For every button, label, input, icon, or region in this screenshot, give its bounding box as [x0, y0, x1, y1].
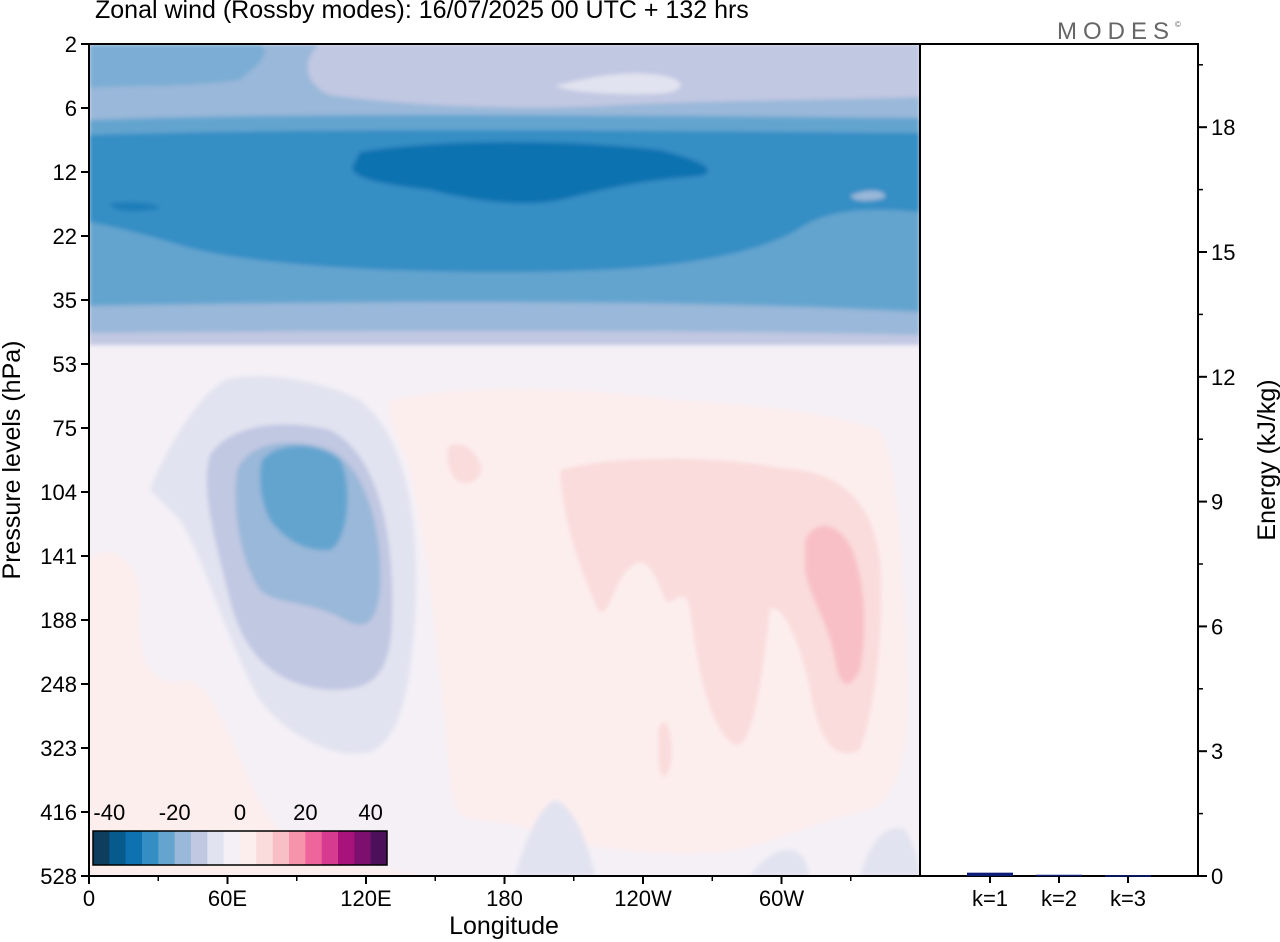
y-tick-label: 104	[40, 480, 77, 505]
y-tick-label: 528	[40, 864, 77, 889]
colorbar-ticks: -40 -20 0 20 40	[93, 800, 382, 825]
energy-axis-title: Energy (kJ/kg)	[1253, 379, 1280, 540]
energy-cat-label: k=3	[1110, 886, 1146, 911]
y-tick-label: 323	[40, 736, 77, 761]
energy-axis: 0 3 6 9 12 15 18	[1198, 64, 1235, 889]
y-tick-label: 22	[53, 224, 77, 249]
y-tick-label: 75	[53, 416, 77, 441]
x-tick-label: 120E	[340, 886, 391, 911]
colorbar-swatch	[191, 831, 208, 865]
jet-patch-left	[110, 202, 160, 212]
band-0e72b0	[352, 141, 708, 204]
energy-cat-label: k=1	[972, 886, 1008, 911]
energy-bar	[1036, 874, 1082, 877]
neg-patch-3	[860, 828, 920, 876]
neg-cell-core	[260, 445, 348, 551]
energy-tick-label: 3	[1211, 739, 1223, 764]
colorbar-swatch	[207, 831, 224, 865]
jet-patch-right	[850, 190, 886, 201]
colorbar-swatch	[272, 831, 290, 865]
y-tick-label: 35	[53, 288, 77, 313]
pos-core	[805, 525, 865, 684]
x-tick-label: 60E	[208, 886, 247, 911]
y-tick-label: 188	[40, 608, 77, 633]
colorbar-tick-label: 20	[293, 800, 317, 825]
energy-frame	[919, 43, 1199, 877]
energy-bar	[1105, 875, 1151, 877]
y-tick-label: 416	[40, 800, 77, 825]
colorbar-swatch	[338, 831, 355, 865]
energy-bar	[967, 872, 1013, 876]
band-64a4cf	[89, 44, 265, 88]
colorbar-swatch	[125, 831, 143, 865]
modes-logo: MODES©	[1057, 18, 1181, 45]
x-tick-label: 0	[83, 886, 95, 911]
neg-patch-1	[515, 800, 595, 876]
colorbar-swatch	[142, 831, 159, 865]
colorbar-swatch	[240, 831, 257, 865]
energy-categories: k=1 k=2 k=3	[972, 876, 1146, 911]
top-light-cloud	[555, 73, 681, 95]
energy-tick-label: 6	[1211, 614, 1223, 639]
colorbar-swatch	[223, 831, 241, 865]
y-tick-label: 6	[65, 96, 77, 121]
colorbar-swatch	[174, 831, 192, 865]
x-tick-label: 60W	[759, 886, 804, 911]
colorbar-swatch	[93, 831, 110, 865]
energy-tick-label: 15	[1211, 240, 1235, 265]
colorbar-tick-label: 40	[358, 800, 382, 825]
colorbar-swatch	[158, 831, 175, 865]
longitude-axis: 0 60E 120E 180 120W 60W	[83, 876, 852, 911]
colorbar-swatch	[289, 831, 306, 865]
y-tick-label: 248	[40, 672, 77, 697]
colorbar-tick-label: -40	[93, 800, 125, 825]
energy-tick-label: 9	[1211, 490, 1223, 515]
wind-heatmap	[89, 44, 920, 876]
colorbar-swatch	[321, 831, 339, 865]
y-tick-label: 2	[65, 32, 77, 57]
energy-tick-label: 12	[1211, 365, 1235, 390]
pos-region-left	[89, 552, 420, 876]
x-tick-label: 120W	[614, 886, 672, 911]
colorbar-swatch	[370, 831, 388, 865]
y-tick-label: 12	[53, 160, 77, 185]
page-title: Zonal wind (Rossby modes): 16/07/2025 00…	[95, 0, 749, 24]
colorbar-tick-label: 0	[234, 800, 246, 825]
y-tick-label: 141	[40, 544, 77, 569]
x-tick-label: 180	[486, 886, 523, 911]
colorbar	[92, 830, 388, 866]
pos-mid	[560, 458, 882, 754]
colorbar-swatch	[305, 831, 322, 865]
neg-patch-2	[750, 849, 810, 876]
energy-tick-label: 18	[1211, 115, 1235, 140]
pressure-axis: 2 6 12 22 35 53 75 104 141 188 248 323 416 528	[40, 32, 89, 889]
pos-streak	[658, 721, 672, 777]
energy-cat-label: k=2	[1041, 886, 1077, 911]
y-axis-title: Pressure levels (hPa)	[0, 341, 26, 580]
colorbar-swatch	[109, 831, 126, 865]
colorbar-tick-label: -20	[159, 800, 191, 825]
colorbar-frame	[92, 830, 388, 866]
x-axis-title: Longitude	[449, 912, 559, 940]
y-tick-label: 53	[53, 352, 77, 377]
energy-tick-label: 0	[1211, 864, 1223, 889]
energy-bars	[967, 872, 1151, 877]
pos-spot-small	[447, 444, 482, 484]
colorbar-swatch	[256, 831, 273, 865]
colorbar-swatch	[354, 831, 371, 865]
